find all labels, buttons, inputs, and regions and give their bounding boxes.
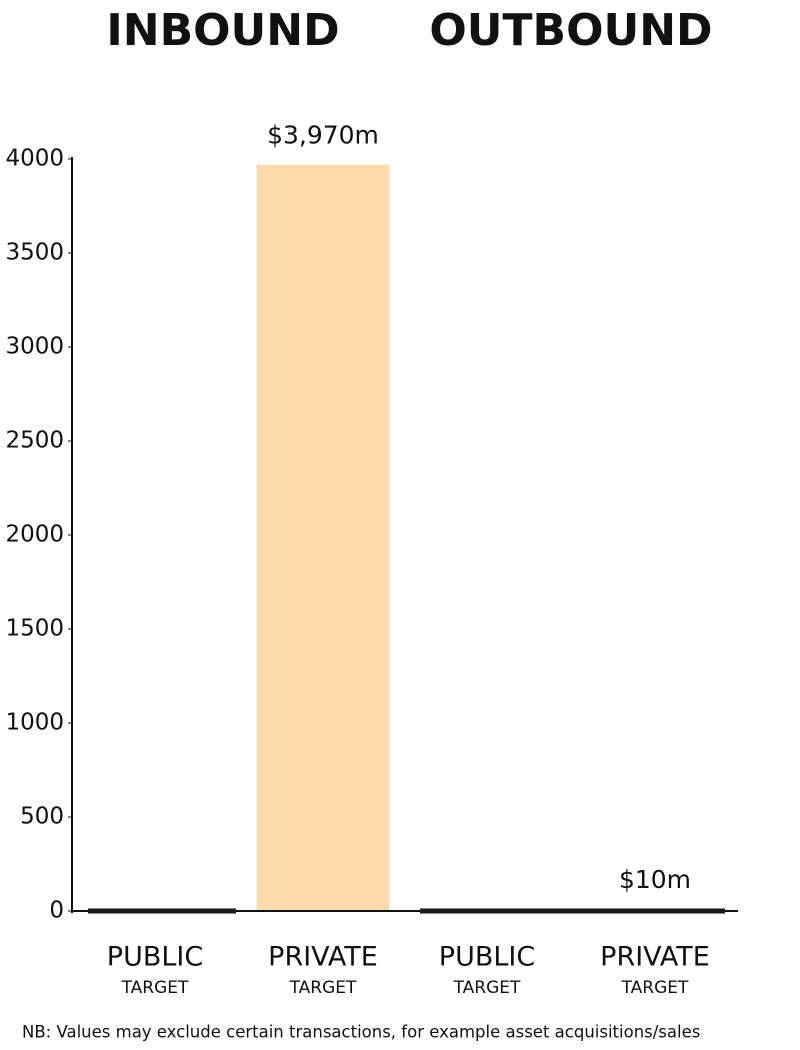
x-tick-sublabel: TARGET bbox=[289, 978, 357, 998]
x-tick-sublabel: TARGET bbox=[453, 978, 521, 998]
x-tick-label: PRIVATE bbox=[600, 942, 710, 973]
y-tick-label: 0 bbox=[49, 898, 64, 924]
x-tick-label: PRIVATE bbox=[268, 942, 378, 973]
bar bbox=[256, 164, 390, 911]
y-tick-label: 3000 bbox=[5, 334, 64, 360]
y-tick-label: 2000 bbox=[5, 522, 64, 548]
y-tick-label: 4000 bbox=[5, 146, 64, 172]
x-tick-sublabel: TARGET bbox=[621, 978, 689, 998]
y-tick-label: 500 bbox=[20, 804, 64, 830]
value-label: $3,970m bbox=[267, 121, 379, 150]
y-tick-label: 2500 bbox=[5, 428, 64, 454]
group-label: INBOUND bbox=[106, 5, 339, 56]
y-tick-label: 1500 bbox=[5, 616, 64, 642]
x-tick-sublabel: TARGET bbox=[121, 978, 189, 998]
group-label: OUTBOUND bbox=[429, 5, 712, 56]
y-tick-label: 1000 bbox=[5, 710, 64, 736]
value-label: $10m bbox=[619, 865, 691, 894]
x-tick-label: PUBLIC bbox=[439, 942, 535, 973]
footnote: NB: Values may exclude certain transacti… bbox=[22, 1023, 700, 1042]
x-tick-label: PUBLIC bbox=[107, 942, 203, 973]
y-tick-label: 3500 bbox=[5, 240, 64, 266]
